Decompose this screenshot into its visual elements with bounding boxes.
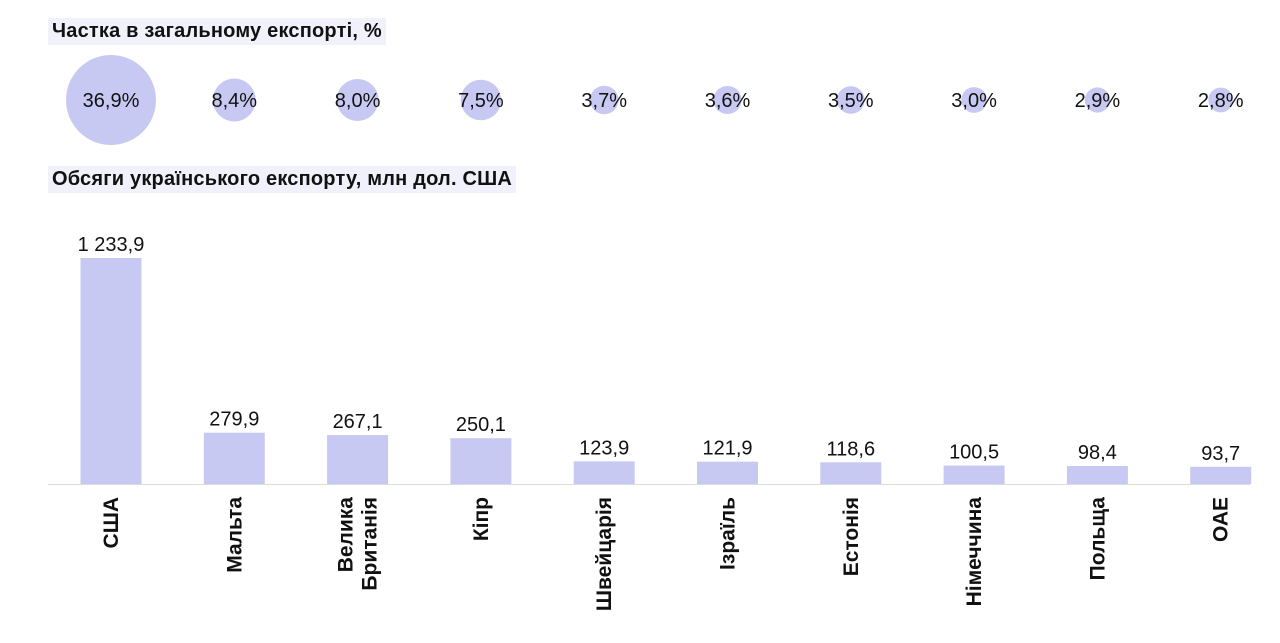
bar: [697, 461, 758, 484]
share-bubble: [1208, 87, 1234, 113]
bar-value-label: 267,1: [333, 411, 383, 433]
category-label-line: Велика: [335, 497, 358, 573]
category-label: Ізраїль: [717, 497, 740, 570]
category-label-line: Швейцарія: [593, 497, 616, 611]
bar: [1190, 466, 1252, 484]
bar-value-label: 100,5: [949, 442, 999, 464]
bar: [450, 438, 512, 484]
bar: [327, 435, 389, 484]
bar-value-label: 250,1: [456, 414, 506, 436]
share-chart-title: Частка в загальному експорті, %: [48, 18, 386, 45]
category-label-line: Польща: [1086, 497, 1109, 581]
category-label-line: Естонія: [840, 497, 863, 576]
bar-value-label: 98,4: [1078, 442, 1117, 464]
share-label: 2,8%: [1198, 90, 1244, 112]
category-label: США: [100, 497, 123, 548]
category-label-line: США: [100, 497, 123, 548]
category-label: ОАЕ: [1210, 497, 1233, 542]
bar-value-label: 279,9: [209, 409, 259, 431]
share-bubble: [460, 79, 502, 121]
category-label-line: Кіпр: [470, 497, 493, 541]
bar: [573, 461, 635, 484]
bar-value-label: 118,6: [827, 438, 876, 460]
share-bubble: [836, 86, 865, 114]
share-label: 3,5%: [828, 90, 874, 112]
share-bubble: [212, 78, 256, 122]
share-label: 3,0%: [951, 90, 997, 112]
share-label: 8,0%: [335, 90, 381, 112]
category-label: ВеликаБританія: [335, 497, 382, 591]
category-label: Швейцарія: [593, 497, 616, 611]
category-label-line: Британія: [359, 497, 382, 591]
bar: [203, 432, 265, 484]
share-label: 3,6%: [705, 90, 751, 112]
share-bubble: [961, 87, 987, 113]
bar: [80, 258, 142, 484]
share-bubble: [1084, 87, 1111, 113]
bar: [943, 465, 1005, 484]
share-label: 36,9%: [83, 90, 140, 112]
bar-value-label: 123,9: [579, 437, 629, 459]
bar-value-label: 1 233,9: [78, 234, 145, 256]
share-label: 7,5%: [458, 90, 504, 112]
share-label: 2,9%: [1075, 90, 1121, 112]
share-bubble: [713, 85, 742, 115]
bar: [1066, 465, 1128, 484]
share-bubble: [66, 55, 156, 145]
category-label-line: Мальта: [223, 497, 246, 573]
category-label-line: ОАЕ: [1210, 497, 1233, 542]
bar-value-label: 121,9: [702, 438, 752, 460]
bar-value-label: 93,7: [1201, 443, 1240, 465]
share-bubble: [589, 85, 619, 115]
share-bubble: [336, 79, 379, 121]
bar: [820, 462, 882, 484]
category-label: Німеччина: [963, 497, 986, 607]
share-label: 8,4%: [212, 90, 258, 112]
share-label: 3,7%: [581, 90, 627, 112]
category-label: Кіпр: [470, 497, 493, 541]
category-label-line: Ізраїль: [717, 497, 740, 570]
category-label: Польща: [1086, 497, 1109, 581]
category-label: Естонія: [840, 497, 863, 576]
category-label-line: Німеччина: [963, 497, 986, 607]
volume-chart-title: Обсяги українського експорту, млн дол. С…: [48, 166, 517, 193]
category-label: Мальта: [223, 497, 246, 573]
